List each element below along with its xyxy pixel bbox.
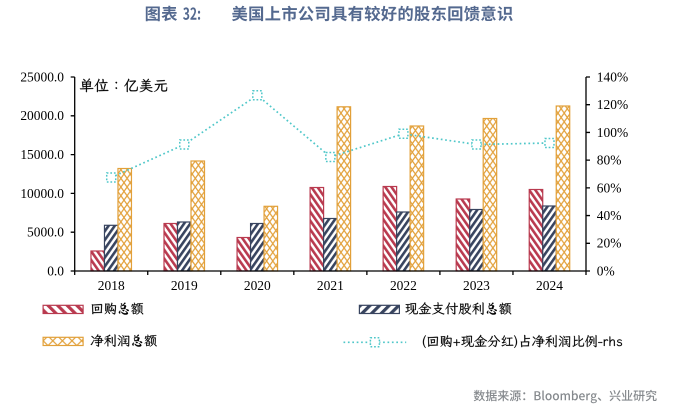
svg-text:10000.0: 10000.0 (20, 186, 64, 201)
svg-text:2020: 2020 (244, 278, 271, 293)
svg-text:25000.0: 25000.0 (20, 69, 64, 84)
svg-text:5000.0: 5000.0 (27, 225, 64, 240)
svg-text:2018: 2018 (98, 278, 125, 293)
svg-text:40%: 40% (597, 208, 622, 223)
svg-text:60%: 60% (597, 180, 622, 195)
svg-text:2021: 2021 (317, 278, 344, 293)
svg-text:0%: 0% (597, 263, 615, 278)
svg-text:20%: 20% (597, 236, 622, 251)
svg-text:80%: 80% (597, 153, 622, 168)
svg-text:100%: 100% (597, 125, 628, 140)
svg-text:0.0: 0.0 (47, 263, 64, 278)
svg-text:2019: 2019 (171, 278, 198, 293)
svg-text:2022: 2022 (390, 278, 417, 293)
svg-text:140%: 140% (597, 69, 628, 84)
svg-text:120%: 120% (597, 97, 628, 112)
svg-text:2024: 2024 (536, 278, 563, 293)
svg-text:20000.0: 20000.0 (20, 108, 64, 123)
svg-text:15000.0: 15000.0 (20, 147, 64, 162)
svg-text:2023: 2023 (463, 278, 490, 293)
